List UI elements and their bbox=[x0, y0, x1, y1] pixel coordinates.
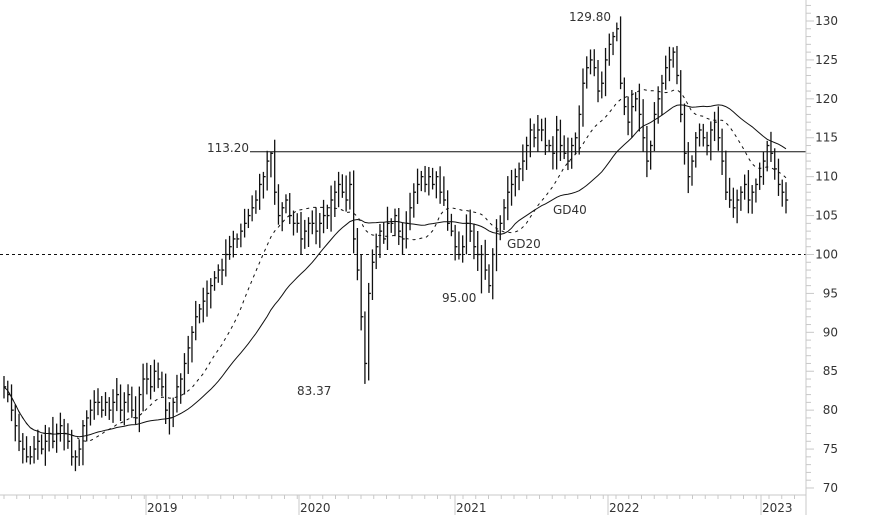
annotation-high-2019: 113.20 bbox=[207, 141, 249, 155]
gd40-line bbox=[3, 104, 787, 438]
y-tick-label: 115 bbox=[815, 131, 838, 145]
x-tick-label: 2019 bbox=[147, 501, 178, 515]
gd40-label: GD40 bbox=[553, 203, 587, 217]
annotation-low-2021: 95.00 bbox=[442, 291, 476, 305]
gd20-line bbox=[3, 88, 787, 442]
y-tick-label: 90 bbox=[823, 325, 838, 339]
y-tick-label: 80 bbox=[823, 403, 838, 417]
y-tick-label: 125 bbox=[815, 53, 838, 67]
y-axis: 70 75 80 85 90 95 100 105 110 115 120 125 130 bbox=[805, 0, 838, 515]
y-tick-label: 95 bbox=[823, 286, 838, 300]
plot-area bbox=[0, 16, 806, 472]
y-tick-label: 85 bbox=[823, 364, 838, 378]
y-tick-label: 130 bbox=[815, 14, 838, 28]
gd20-label: GD20 bbox=[507, 237, 541, 251]
y-tick-label: 105 bbox=[815, 209, 838, 223]
y-tick-label: 120 bbox=[815, 92, 838, 106]
x-tick-label: 2021 bbox=[456, 501, 487, 515]
x-tick-label: 2023 bbox=[762, 501, 793, 515]
x-axis: 2019 2020 2021 2022 2023 bbox=[0, 494, 806, 515]
y-tick-label: 70 bbox=[823, 481, 838, 495]
annotation-low-2020: 83.37 bbox=[297, 384, 331, 398]
x-tick-label: 2022 bbox=[609, 501, 640, 515]
y-tick-label: 75 bbox=[823, 442, 838, 456]
x-tick-label: 2020 bbox=[300, 501, 331, 515]
annotation-high-2022: 129.80 bbox=[569, 10, 611, 24]
y-tick-label: 100 bbox=[815, 247, 838, 261]
y-tick-label: 110 bbox=[815, 170, 838, 184]
